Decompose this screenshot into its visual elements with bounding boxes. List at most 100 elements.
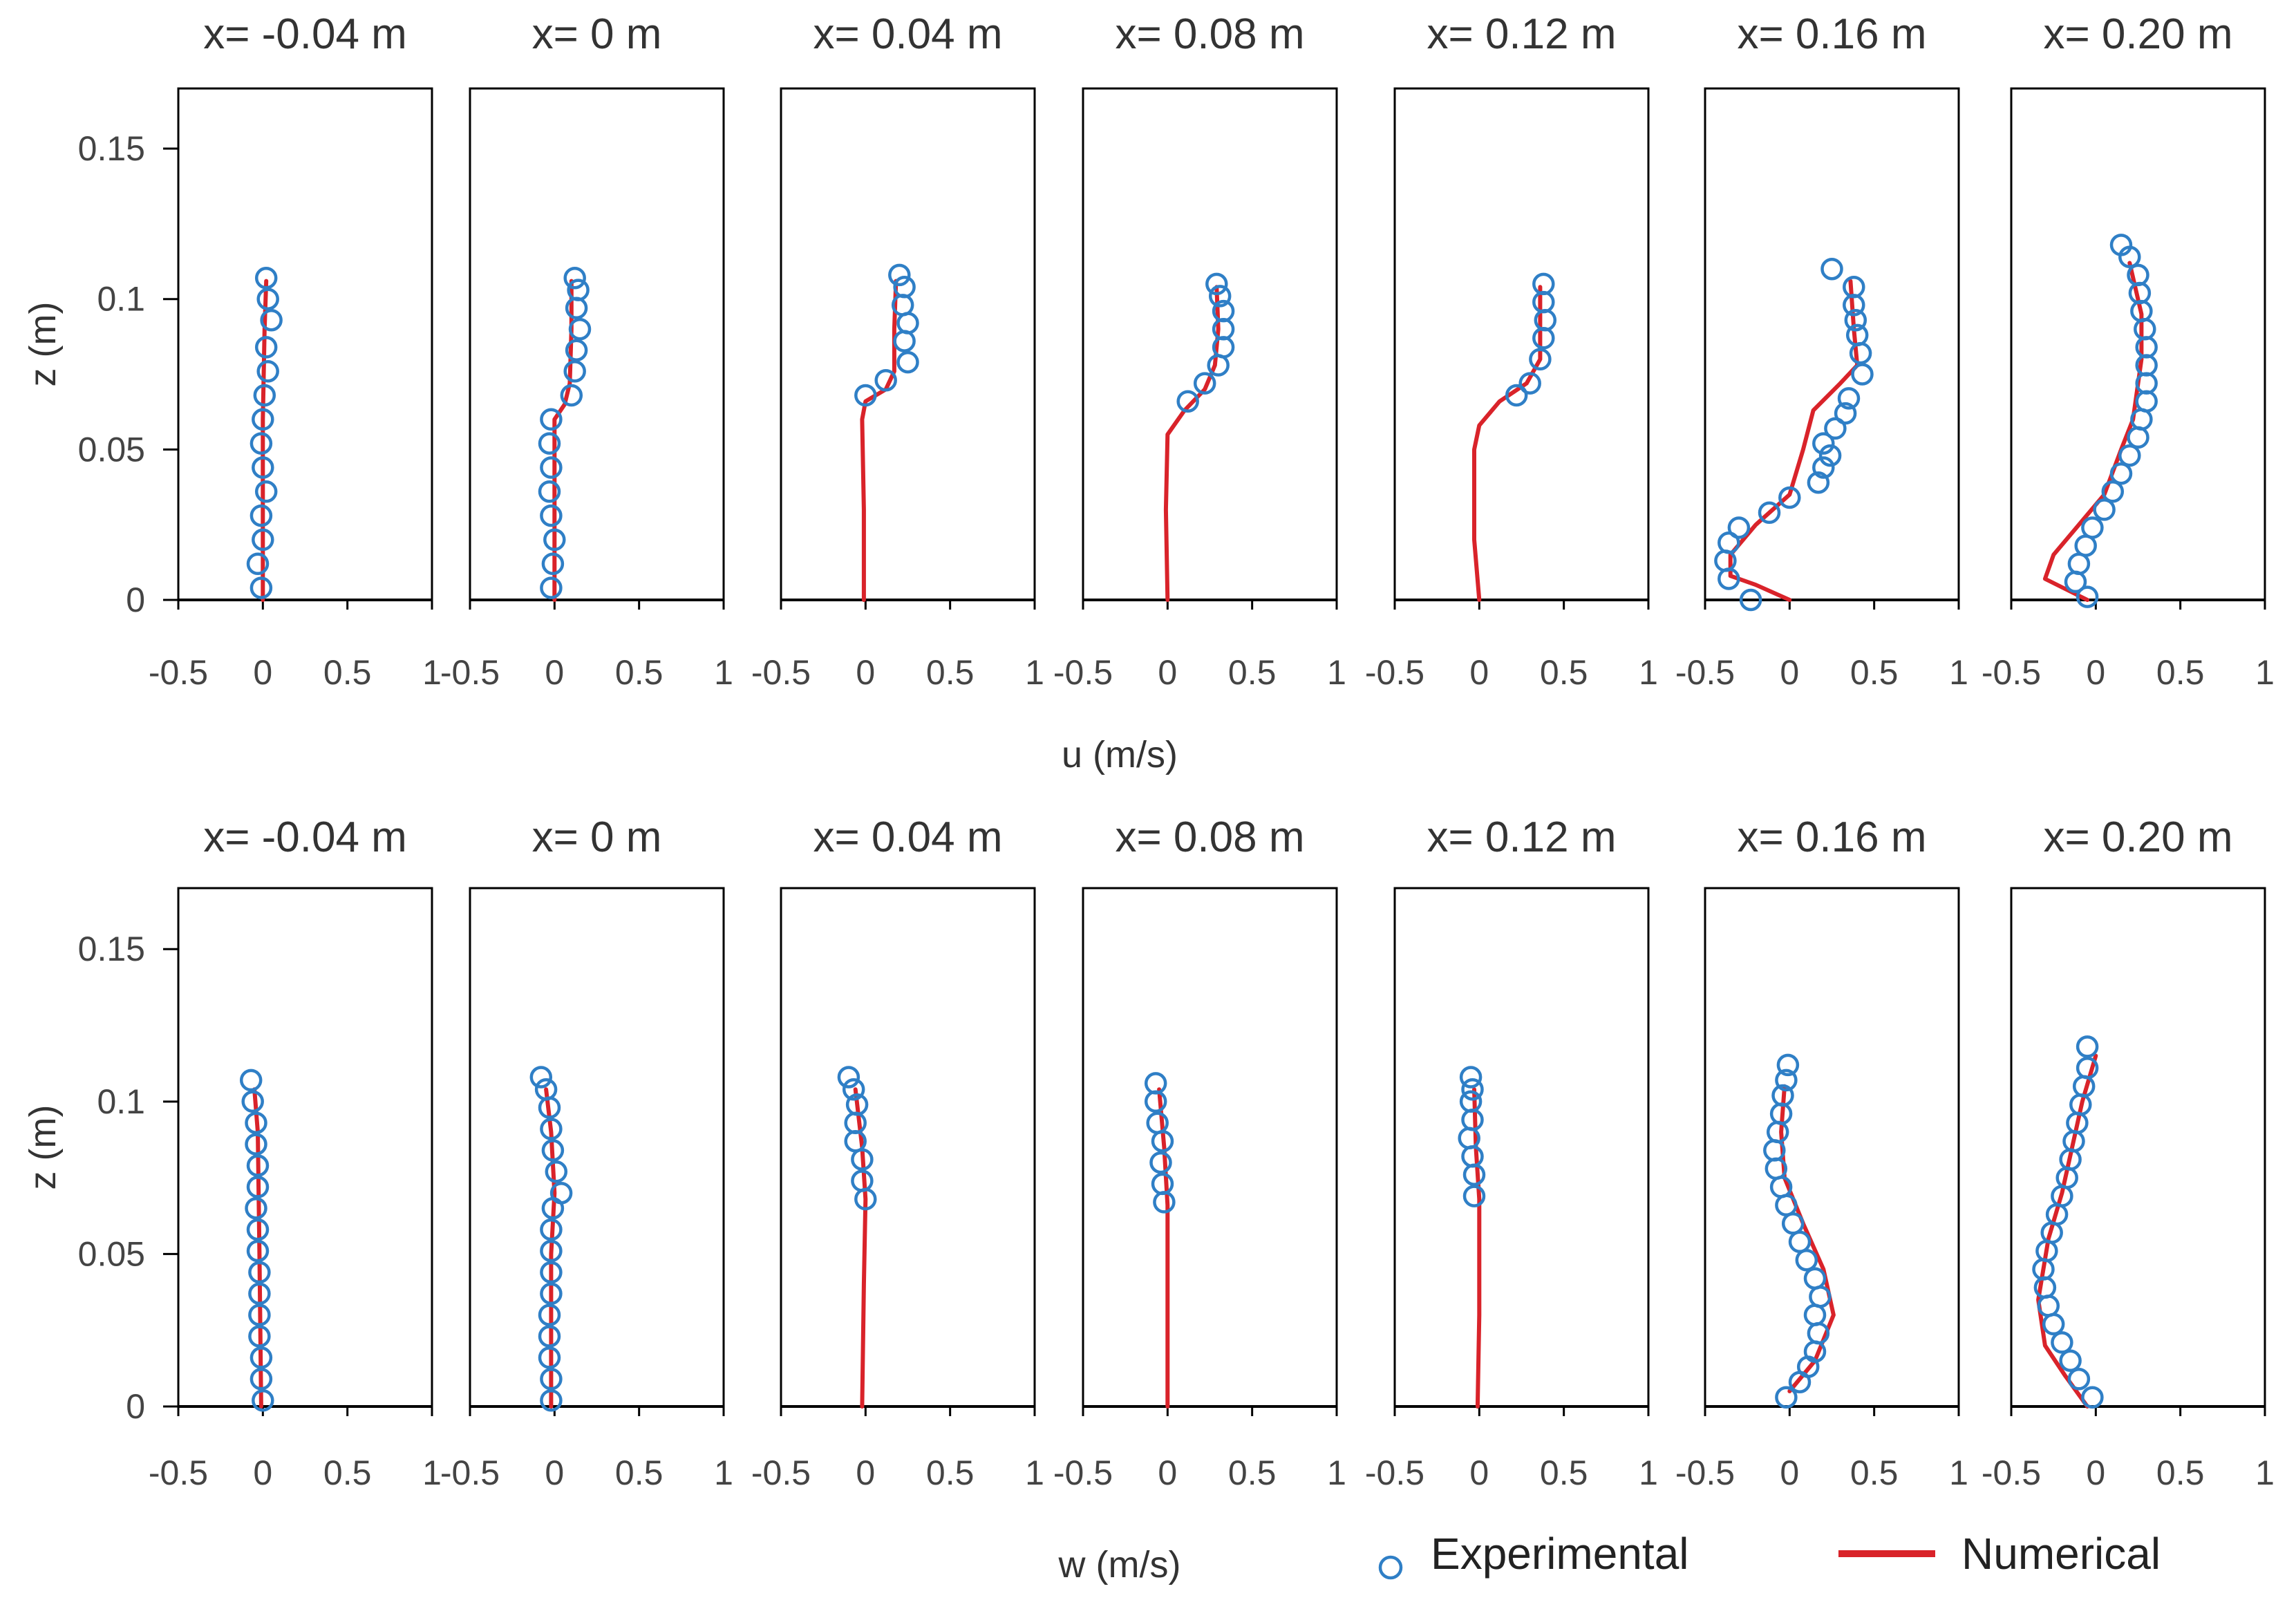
experimental-point [2076, 585, 2099, 608]
panel-7: x= 0.20 m -0.5 0 0.5 1 [1982, 10, 2275, 692]
experimental-point [540, 1218, 563, 1241]
y-tick-label: 0.15 [78, 129, 145, 168]
experimental-point [888, 263, 911, 287]
experimental-point [538, 1303, 561, 1326]
x-tick-label: -0.5 [149, 1453, 208, 1492]
experimental-point [540, 1261, 563, 1284]
legend: Experimental Numerical [1378, 1529, 2161, 1580]
experimental-point [1207, 354, 1230, 377]
experimental-point [250, 1368, 273, 1391]
experimental-point [2074, 534, 2097, 557]
panel-7: x= 0.20 m -0.5 0 0.5 1 [1982, 813, 2275, 1492]
x-tick-label: -0.5 [1365, 1453, 1424, 1492]
x-tick-label: 0.5 [926, 653, 975, 692]
y-tick-label: 0.1 [97, 1082, 145, 1121]
plot-frame [469, 87, 725, 601]
experimental-point [540, 456, 563, 479]
experimental-point [1843, 276, 1865, 299]
experimental-point [1781, 1212, 1805, 1235]
experimental-point [241, 1090, 264, 1113]
experimental-point [1459, 1066, 1483, 1089]
panel-title: x= 0.12 m [1427, 813, 1617, 861]
x-tick-label: 1 [1639, 653, 1658, 692]
plot-frame [177, 887, 433, 1408]
experimental-point [252, 1389, 274, 1412]
experimental-point [844, 1111, 867, 1134]
experimental-point [2109, 234, 2133, 256]
experimental-point [246, 1218, 270, 1241]
bottom-x-axis-label: w (m/s) [1058, 1544, 1181, 1585]
experimental-point [248, 1325, 271, 1348]
x-tick-label: 1 [1327, 1453, 1346, 1492]
experimental-point [540, 1118, 563, 1140]
x-tick-label: 0.5 [1850, 653, 1899, 692]
experimental-point [1151, 1172, 1174, 1196]
numerical-line [1728, 279, 1860, 602]
experimental-point [1459, 1090, 1483, 1113]
experimental-point [893, 276, 916, 299]
x-tick-label: 1 [1025, 653, 1044, 692]
experimental-point [254, 336, 278, 359]
panel-6: x= 0.16 m -0.5 0 0.5 1 [1675, 813, 1968, 1492]
x-tick-label: -0.5 [1982, 1453, 2041, 1492]
y-tick-label: 0.1 [97, 280, 145, 319]
experimental-point [256, 359, 279, 383]
x-tick-label: 0 [545, 653, 564, 692]
numerical-line [853, 1087, 868, 1409]
x-tick-label: -0.5 [1053, 1453, 1113, 1492]
panel-title: x= -0.04 m [203, 813, 407, 861]
experimental-point [1146, 1111, 1169, 1134]
experimental-point [248, 1282, 271, 1306]
panel-5: x= 0.12 m -0.5 0 0.5 1 [1365, 10, 1658, 692]
experimental-point [1176, 390, 1199, 413]
panel-title: x= 0 m [532, 813, 662, 861]
experimental-point [2076, 1057, 2099, 1080]
experimental-point [567, 279, 590, 301]
x-tick-label: 0 [1780, 1453, 1799, 1492]
numerical-line [1472, 1087, 1482, 1409]
experimental-point [1144, 1072, 1167, 1095]
experimental-point [1758, 501, 1781, 525]
panel-4: x= 0.08 m -0.5 0 0.5 1 [1053, 10, 1346, 692]
experimental-point [534, 1077, 558, 1101]
experimental-point [1776, 1053, 1800, 1077]
panel-title: x= 0.16 m [1738, 10, 1927, 58]
numerical-line [1157, 1087, 1170, 1409]
experimental-point [549, 1181, 573, 1205]
experimental-point [245, 1196, 267, 1220]
experimental-point [1803, 1303, 1827, 1326]
x-tick-label: 0.5 [2156, 653, 2205, 692]
experimental-point [1505, 384, 1528, 407]
experimental-point [1845, 323, 1869, 347]
x-tick-label: 0.5 [323, 1453, 372, 1492]
experimental-point [529, 1066, 553, 1089]
numerical-line [2036, 1053, 2098, 1409]
x-tick-label: 0 [1469, 1453, 1489, 1492]
experimental-point [1778, 486, 1801, 509]
x-tick-label: -0.5 [1675, 1453, 1735, 1492]
experimental-point [845, 1093, 869, 1116]
x-tick-label: 1 [1639, 1453, 1658, 1492]
experimental-point [1205, 272, 1228, 296]
x-tick-label: 1 [1025, 1453, 1044, 1492]
experimental-point [541, 552, 565, 576]
x-tick-label: 1 [1949, 1453, 1968, 1492]
experimental-point [1844, 308, 1867, 332]
x-tick-label: -0.5 [751, 1453, 811, 1492]
experimental-point [1193, 372, 1216, 395]
experimental-point [2037, 1295, 2060, 1317]
experimental-point [2109, 462, 2133, 485]
experimental-point [1818, 444, 1842, 467]
experimental-point [1462, 1163, 1486, 1186]
experimental-point [256, 288, 279, 310]
experimental-point [1820, 257, 1843, 281]
y-axis-label: z (m) [22, 302, 64, 387]
panel-title: x= 0.04 m [813, 813, 1003, 861]
plot-frame [1082, 87, 1338, 601]
plot-frame [1704, 887, 1960, 1408]
experimental-point [2093, 498, 2116, 521]
x-tick-label: 0 [545, 1453, 564, 1492]
experimental-point [896, 312, 919, 335]
experimental-point [1739, 588, 1762, 612]
experimental-point [2067, 1368, 2091, 1391]
